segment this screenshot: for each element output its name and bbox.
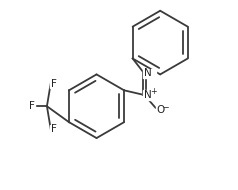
Bar [50, 125, 57, 133]
Bar [50, 80, 57, 88]
Text: N: N [144, 68, 152, 78]
Bar [143, 90, 155, 100]
Bar [28, 102, 35, 110]
Text: F: F [51, 79, 57, 89]
Text: O: O [156, 105, 165, 115]
Text: N: N [144, 90, 152, 100]
Text: F: F [51, 124, 57, 134]
Text: +: + [151, 87, 157, 96]
Bar [143, 69, 155, 78]
Bar [155, 105, 169, 115]
Text: F: F [29, 101, 35, 111]
Text: −: − [163, 103, 169, 112]
